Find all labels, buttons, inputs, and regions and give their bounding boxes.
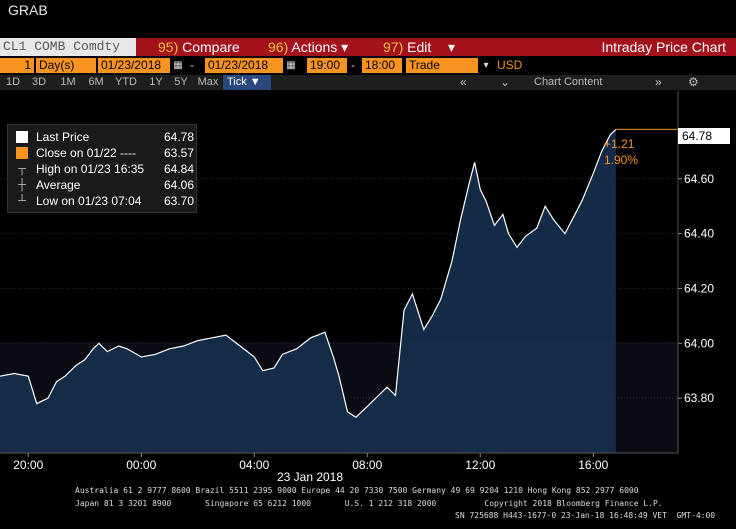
- edit-number: 97): [383, 39, 404, 55]
- last-price-swatch: [16, 131, 28, 143]
- period-button-6m[interactable]: 6M: [88, 76, 104, 88]
- end-date-input[interactable]: 01/23/2018: [205, 58, 283, 73]
- data-type-select[interactable]: Trade: [406, 58, 478, 73]
- scroll-left-icon[interactable]: «: [460, 75, 467, 89]
- y-tick-label: 64.20: [684, 281, 714, 295]
- price-line: [0, 128, 617, 419]
- legend-label: Close on 01/22 ----: [36, 146, 137, 160]
- gear-icon[interactable]: ⚙: [688, 75, 699, 89]
- x-tick-label: 20:00: [13, 458, 43, 472]
- toolbar: [0, 38, 736, 56]
- period-button-1y[interactable]: 1Y: [149, 76, 163, 88]
- high-marker-icon: ┬: [18, 163, 26, 175]
- actions-dropdown-icon: ▾: [341, 39, 349, 55]
- period-button-max[interactable]: Max: [197, 76, 219, 88]
- low-marker-icon: ┴: [18, 195, 26, 207]
- price-chart[interactable]: 63.80 64.00 64.20 64.40 64.60 20:00 00:00 04:0…: [0, 91, 736, 484]
- chevron-down-icon[interactable]: ⌄: [500, 75, 511, 89]
- x-tick-label: 00:00: [126, 458, 156, 472]
- actions-label: Actions: [291, 39, 338, 55]
- x-tick-label: 08:00: [352, 458, 382, 472]
- edit-label: Edit: [407, 39, 432, 55]
- price-change-percent: 1.90%: [604, 153, 639, 167]
- window-title: Intraday Price Chart: [601, 39, 727, 55]
- x-axis-label: 23 Jan 2018: [277, 470, 343, 484]
- period-button-1m[interactable]: 1M: [60, 76, 76, 88]
- x-tick-label: 16:00: [578, 458, 608, 472]
- currency-label[interactable]: USD: [497, 58, 523, 72]
- date-separator: -: [190, 58, 194, 72]
- actions-number: 96): [268, 39, 289, 55]
- legend-item-high: High on 01/23 16:35 64.84: [36, 162, 194, 177]
- legend-item-last-price: Last Price 64.78: [36, 130, 194, 145]
- tick-button[interactable]: Tick ▼: [223, 75, 271, 90]
- y-tick-label: 64.00: [684, 336, 714, 350]
- footer-session: SN 725688 H443-1677-0 23-Jan-18 16:48:49…: [455, 511, 716, 520]
- average-marker-icon: ┼: [18, 179, 26, 191]
- period-unit-select[interactable]: Day(s): [36, 58, 96, 73]
- y-tick-label: 64.60: [684, 172, 714, 186]
- compare-number: 95): [158, 39, 179, 55]
- start-date-input[interactable]: 01/23/2018: [98, 58, 170, 73]
- x-tick-label: 12:00: [465, 458, 495, 472]
- end-time-input[interactable]: 18:00: [362, 58, 402, 73]
- ticker-field[interactable]: CL1 COMB Comdty: [0, 38, 136, 56]
- y-axis: 63.80 64.00 64.20 64.40 64.60: [678, 172, 714, 405]
- period-value-input[interactable]: 1: [0, 58, 34, 73]
- legend[interactable]: Last Price 64.78 Close on 01/22 ---- 63.…: [7, 124, 197, 213]
- legend-item-average: Average 64.06: [36, 178, 194, 193]
- compare-button[interactable]: 95) Compare: [158, 38, 240, 56]
- calendar-icon[interactable]: ▦: [173, 60, 183, 71]
- legend-value: 64.78: [163, 130, 194, 144]
- compare-label: Compare: [182, 39, 240, 55]
- period-button-ytd[interactable]: YTD: [115, 76, 137, 88]
- y-tick-label: 64.40: [684, 227, 714, 241]
- legend-label: Last Price: [36, 130, 90, 144]
- time-separator: -: [351, 58, 355, 72]
- app-title: GRAB: [8, 2, 48, 18]
- legend-value: 64.06: [163, 178, 194, 192]
- edit-button[interactable]: 97) Edit: [383, 38, 431, 56]
- chart-content-button[interactable]: Chart Content: [534, 76, 603, 88]
- footer: Australia 61 2 9777 8600 Brazil 5511 239…: [0, 484, 736, 529]
- close-swatch: [16, 147, 28, 159]
- period-button-1d[interactable]: 1D: [5, 76, 21, 88]
- period-button-3d[interactable]: 3D: [31, 76, 47, 88]
- footer-contacts-1: Australia 61 2 9777 8600 Brazil 5511 239…: [75, 486, 639, 495]
- price-change: +1.21: [604, 137, 635, 151]
- edit-dropdown-icon[interactable]: ▾: [448, 39, 456, 55]
- start-time-input[interactable]: 19:00: [307, 58, 347, 73]
- last-price-tag: 64.78: [678, 128, 730, 144]
- chevron-down-icon[interactable]: ▾: [483, 60, 489, 71]
- y-tick-label: 63.80: [684, 391, 714, 405]
- legend-item-low: Low on 01/23 07:04 63.70: [36, 194, 194, 209]
- legend-label: Average: [36, 178, 81, 192]
- legend-label: Low on 01/23 07:04: [36, 194, 142, 208]
- legend-value: 63.70: [163, 194, 194, 208]
- period-button-5y[interactable]: 5Y: [174, 76, 188, 88]
- x-axis: 20:00 00:00 04:00 08:00 12:00 16:00: [13, 453, 609, 472]
- scroll-right-icon[interactable]: »: [655, 75, 662, 89]
- legend-value: 64.84: [163, 162, 194, 176]
- x-tick-label: 04:00: [239, 458, 269, 472]
- legend-item-close: Close on 01/22 ---- 63.57: [36, 146, 194, 161]
- footer-contacts-2: Japan 81 3 3201 8900 Singapore 65 6212 1…: [75, 499, 663, 508]
- actions-button[interactable]: 96) Actions ▾: [268, 38, 348, 56]
- legend-value: 63.57: [163, 146, 194, 160]
- period-bar: [0, 75, 736, 90]
- price-area: [0, 129, 616, 453]
- legend-label: High on 01/23 16:35: [36, 162, 145, 176]
- calendar-icon[interactable]: ▦: [286, 60, 296, 71]
